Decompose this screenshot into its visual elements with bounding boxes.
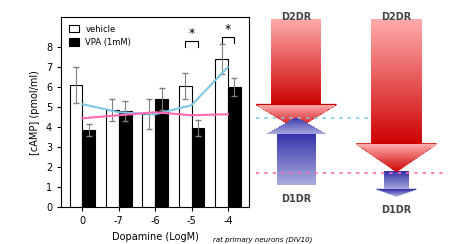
Legend: vehicle, VPA (1mM): vehicle, VPA (1mM): [65, 21, 135, 50]
Polygon shape: [357, 144, 437, 171]
Y-axis label: [cAMP] (pmol/ml): [cAMP] (pmol/ml): [30, 70, 40, 155]
Bar: [70, 85, 82, 207]
Bar: [228, 87, 241, 207]
X-axis label: Dopamine (LogM): Dopamine (LogM): [112, 232, 198, 242]
Bar: [106, 110, 119, 207]
Bar: [155, 99, 168, 207]
Bar: [119, 111, 131, 207]
Polygon shape: [256, 104, 337, 129]
Text: rat primary neurons (DIV10): rat primary neurons (DIV10): [213, 237, 313, 244]
Bar: [179, 86, 192, 207]
Bar: [192, 128, 204, 207]
Text: *: *: [188, 27, 195, 40]
Text: D1DR: D1DR: [281, 194, 312, 204]
Bar: [142, 114, 155, 207]
Bar: [215, 59, 228, 207]
Text: D2DR: D2DR: [381, 12, 412, 22]
Text: *: *: [225, 23, 231, 36]
Text: D1DR: D1DR: [381, 205, 412, 215]
Polygon shape: [376, 189, 416, 196]
Text: D2DR: D2DR: [281, 12, 312, 22]
Bar: [82, 130, 95, 207]
